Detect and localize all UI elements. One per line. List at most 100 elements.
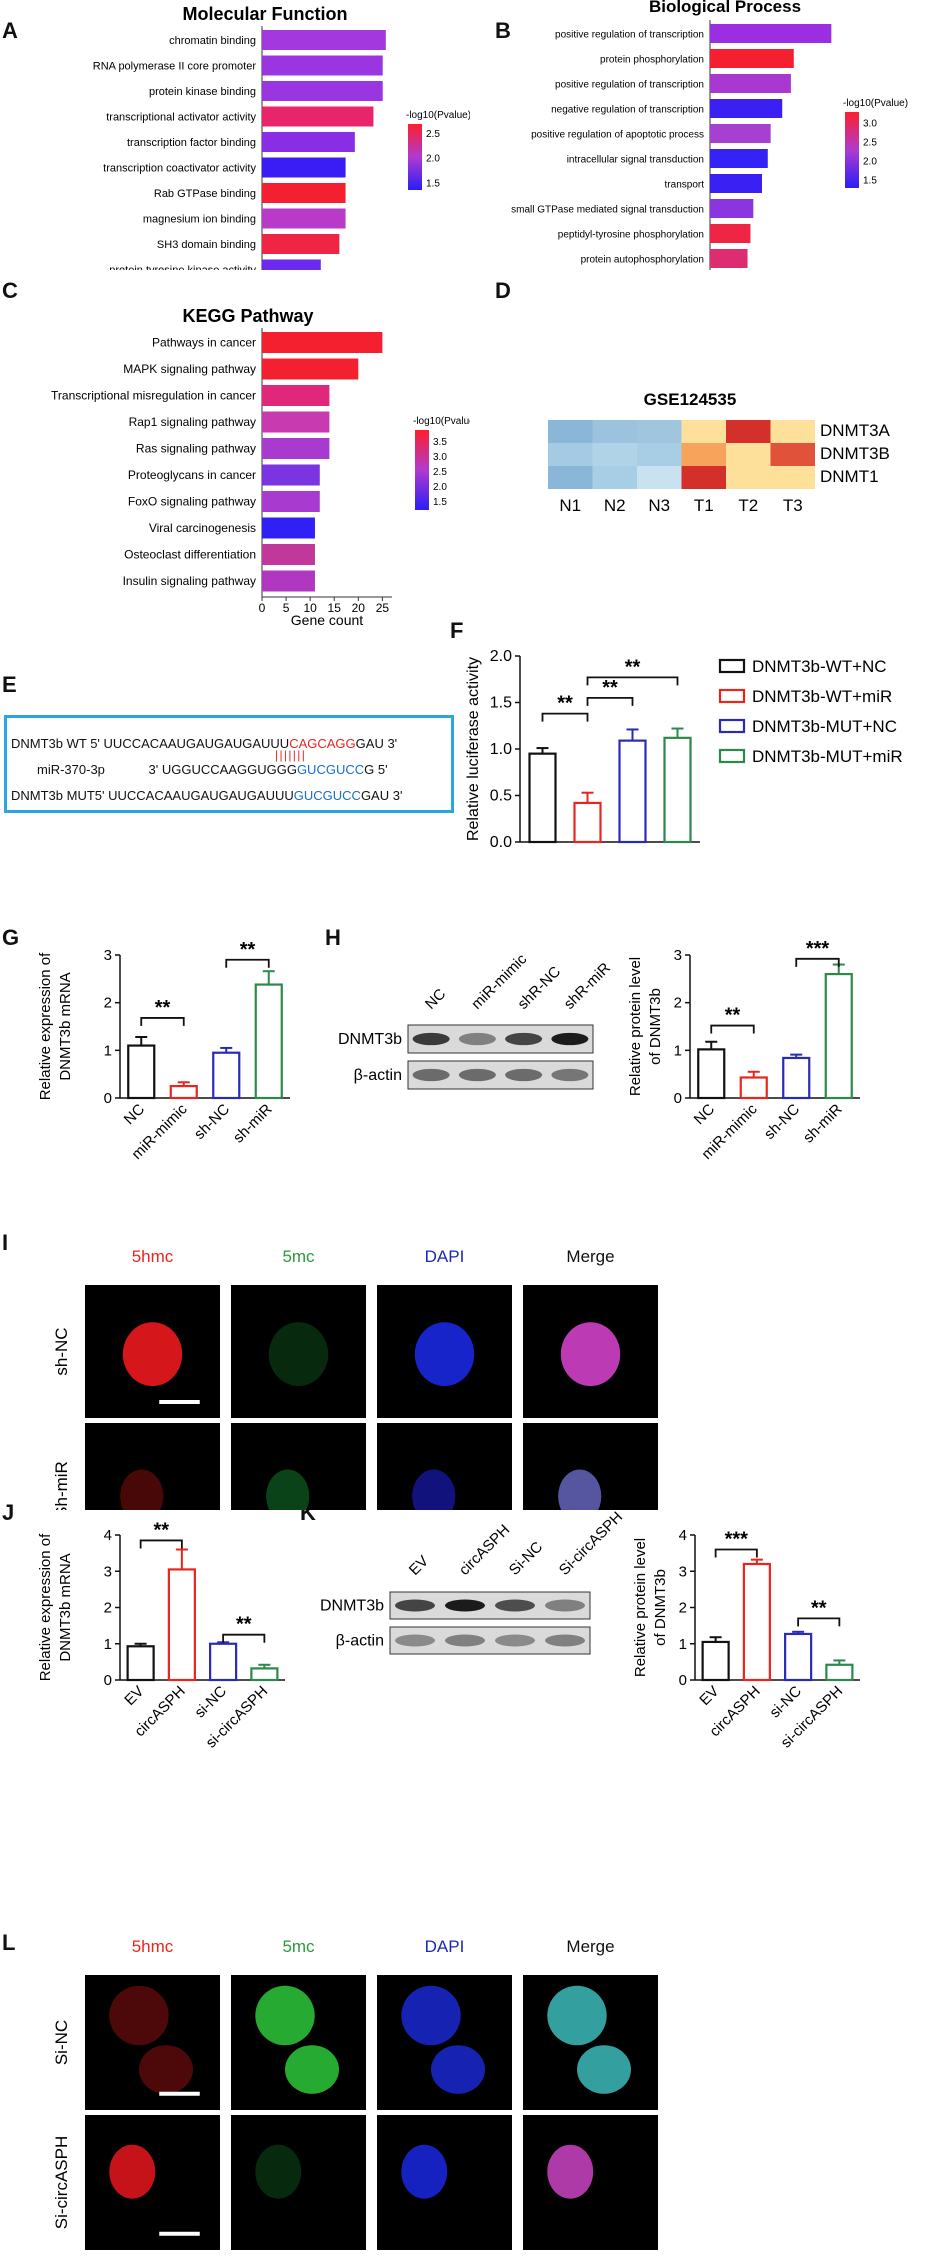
bar <box>262 183 346 203</box>
x-tick-label: sh-NC <box>191 1101 233 1143</box>
category-label: transcriptional activator activity <box>106 112 256 124</box>
significance-bracket <box>586 696 634 706</box>
mut-label: DNMT3b MUT5' <box>11 788 105 803</box>
micro-col-label: 5hmc <box>132 1247 174 1266</box>
wt-label: DNMT3b WT 5' <box>11 736 100 751</box>
blot-row-label: DNMT3b <box>338 1031 402 1048</box>
category-label: Osteoclast differentiation <box>124 548 256 562</box>
nucleus <box>412 1469 456 1510</box>
panel-label-b: B <box>495 18 511 43</box>
heatmap-cell <box>592 443 637 466</box>
bar <box>262 491 320 512</box>
heatmap-col-label: N2 <box>604 496 626 515</box>
y-tick-label: 1.0 <box>490 741 512 758</box>
x-tick-label: 0 <box>259 601 266 615</box>
bar <box>710 49 794 68</box>
blot-band <box>445 1634 485 1647</box>
heatmap-col-label: N3 <box>648 496 670 515</box>
bar <box>262 385 330 406</box>
category-label: transcription coactivator activity <box>103 163 256 175</box>
category-label: protein tyrosine kinase activity <box>109 265 256 271</box>
category-label: SH3 domain binding <box>157 239 256 251</box>
nucleus <box>285 2045 339 2094</box>
heatmap-cell <box>681 466 726 489</box>
bar <box>824 972 853 1100</box>
mut-seq: UUCCACAAUGAUGAUGAUUU <box>108 788 294 803</box>
bar <box>710 74 791 93</box>
mir-label: miR-370-3p <box>37 762 105 777</box>
blot-band <box>458 1032 496 1046</box>
base-pair-marks: | | | | | | | <box>275 748 305 762</box>
nucleus <box>431 2045 485 2094</box>
nucleus <box>401 2144 448 2199</box>
bar <box>262 259 321 270</box>
x-tick-label: 15 <box>328 601 342 615</box>
legend-tick: 3.0 <box>433 452 447 463</box>
significance-bracket <box>225 958 270 968</box>
mir-end: G 5' <box>364 762 388 777</box>
chart-title: Molecular Function <box>182 4 347 24</box>
category-label: protein phosphorylation <box>600 55 704 66</box>
x-tick-label: EV <box>121 1683 147 1709</box>
legend-title: -log10(Pvalue) <box>406 110 470 121</box>
panel-label-g: G <box>2 925 20 950</box>
bar <box>262 570 315 592</box>
significance-stars: ** <box>153 1519 169 1541</box>
bar <box>742 1562 771 1682</box>
heatmap-cell <box>548 420 593 443</box>
y-tick-label: 0.0 <box>490 834 512 851</box>
blot-band <box>505 1068 543 1082</box>
heatmap-cell <box>681 420 726 443</box>
micro-row-label: Si-circASPH <box>52 2136 71 2230</box>
significance-stars: ** <box>236 1614 252 1636</box>
significance-stars: *** <box>806 938 830 960</box>
bar <box>710 124 771 143</box>
category-label: positive regulation of transcription <box>555 30 704 41</box>
y-axis-label: Relative protein level <box>627 957 644 1096</box>
y-tick-label: 4 <box>679 1527 687 1544</box>
significance-bracket <box>586 676 679 686</box>
bar <box>262 106 374 127</box>
category-label: FoxO signaling pathway <box>128 495 256 509</box>
bar <box>528 752 557 844</box>
bar <box>697 1048 726 1100</box>
bar <box>262 358 359 380</box>
x-tick-label: 20 <box>352 601 366 615</box>
heatmap-cell <box>726 420 771 443</box>
category-label: peptidyl-tyrosine phosphorylation <box>558 230 704 241</box>
chart-biological-process: Biological Process positive regulation of… <box>511 0 908 270</box>
legend-label: DNMT3b-MUT+miR <box>752 747 903 766</box>
category-label: Rab GTPase binding <box>154 188 256 200</box>
y-axis-label: Relative luciferase activity <box>465 657 482 841</box>
legend-swatch <box>718 718 746 734</box>
category-label: Proteoglycans in cancer <box>128 468 256 482</box>
category-label: negative regulation of transcription <box>551 105 704 116</box>
significance-stars: *** <box>725 1529 749 1551</box>
heatmap-title: GSE124535 <box>644 390 737 409</box>
legend-tick: 2.5 <box>426 129 440 140</box>
micro-col-label: 5mc <box>282 1937 315 1956</box>
significance-stars: ** <box>240 939 256 961</box>
y-tick-label: 1 <box>679 1636 687 1653</box>
bar <box>710 249 748 268</box>
x-tick-label: EV <box>696 1683 722 1709</box>
nucleus <box>122 1322 183 1387</box>
y-tick-label: 0.5 <box>490 788 512 805</box>
bar <box>573 801 602 844</box>
micro-row-label: sh-NC <box>52 1327 71 1375</box>
panel-label-f: F <box>450 618 464 643</box>
mut-end: GAU 3' <box>360 788 403 803</box>
bar <box>254 983 283 1100</box>
legend-label: DNMT3b-WT+NC <box>752 657 887 676</box>
panel-label-a: A <box>2 18 18 43</box>
heatmap-col-label: T2 <box>738 496 758 515</box>
bar <box>784 1632 813 1682</box>
y-axis-label: Relative expression of <box>37 952 54 1100</box>
legend-swatch <box>718 688 746 704</box>
y-axis-label: Relative protein level <box>632 1538 649 1677</box>
blot-band <box>412 1068 450 1082</box>
category-label: Insulin signaling pathway <box>123 574 256 588</box>
category-label: small GTPase mediated signal transductio… <box>511 205 704 216</box>
nucleus <box>255 1985 315 2046</box>
